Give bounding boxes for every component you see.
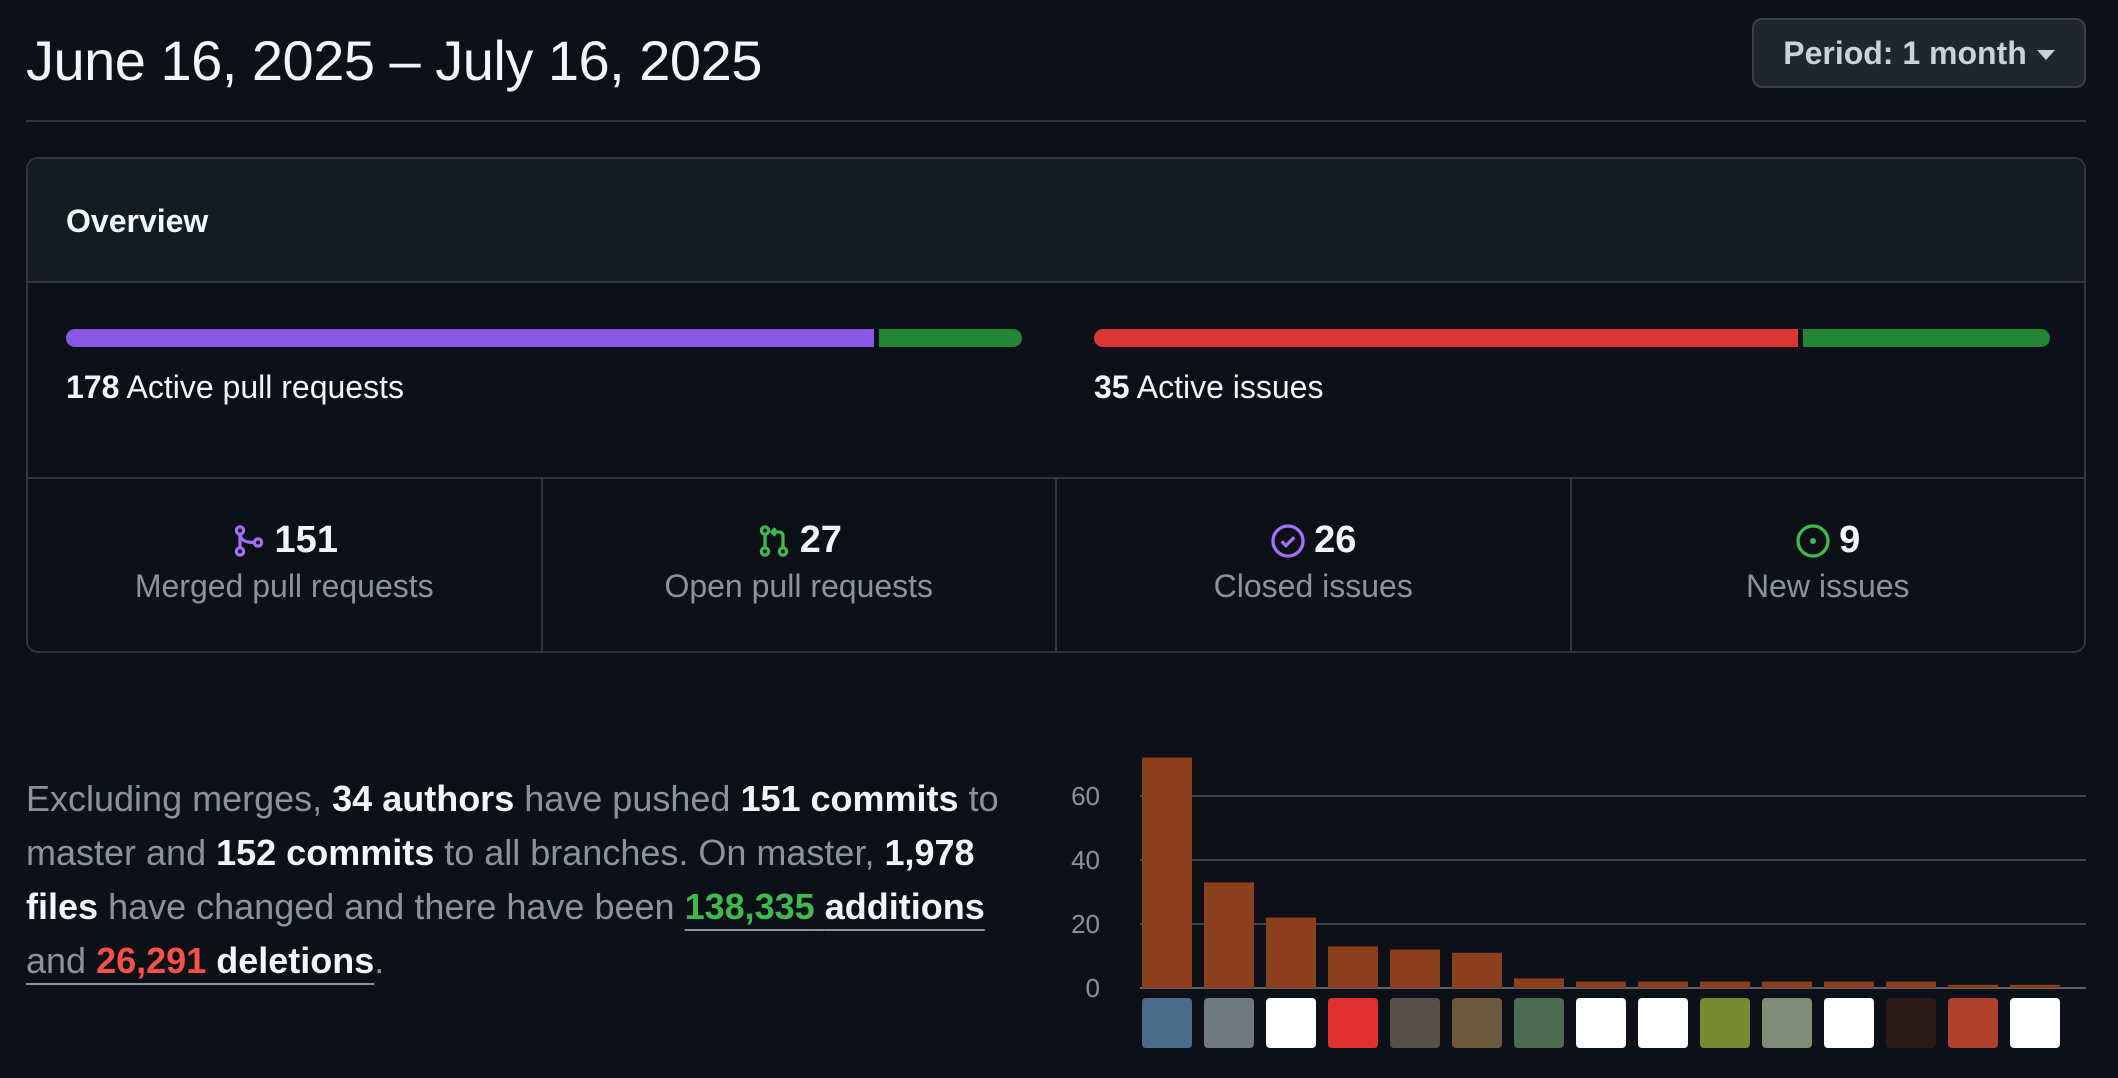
stat-label: New issues	[1745, 568, 1910, 604]
active-pull-requests-text: Active pull requests	[126, 369, 404, 405]
avatar-8[interactable]	[1576, 998, 1626, 1048]
overview-stats: 151 Merged pull requests 27 Open pull re…	[28, 479, 2085, 651]
avatar-10[interactable]	[1700, 998, 1750, 1048]
pull-requests-progress	[66, 329, 1022, 347]
avatar-11[interactable]	[1762, 998, 1812, 1048]
y-tick-label: 40	[1071, 845, 1100, 875]
avatar-9[interactable]	[1638, 998, 1688, 1048]
avatar-4[interactable]	[1328, 998, 1378, 1048]
new-segment	[1802, 329, 2050, 347]
summary-text: and	[26, 940, 87, 981]
additions-word: additions	[824, 886, 985, 927]
avatar-15[interactable]	[2010, 998, 2060, 1048]
commits-master-count: 151 commits	[740, 778, 959, 819]
commit-bar[interactable]	[2010, 984, 2060, 988]
stat-new-issues[interactable]: 9 New issues	[1572, 479, 2085, 651]
additions-link[interactable]: 138,335 additions	[685, 886, 985, 927]
stat-value: 9	[1839, 519, 1861, 561]
stat-open-pull-requests[interactable]: 27 Open pull requests	[543, 479, 1057, 651]
active-issues-label: 35 Active issues	[1094, 369, 2050, 406]
y-tick-label: 20	[1071, 909, 1100, 939]
stat-value: 27	[799, 519, 842, 561]
avatar-14[interactable]	[1948, 998, 1998, 1048]
stat-label: Closed issues	[1213, 568, 1413, 604]
commit-bar[interactable]	[1266, 917, 1316, 988]
stat-closed-issues[interactable]: 26 Closed issues	[1057, 479, 1572, 651]
avatar-2[interactable]	[1204, 998, 1254, 1048]
stat-label: Merged pull requests	[134, 568, 434, 604]
active-issues-text: Active issues	[1136, 369, 1324, 405]
authors-count: 34 authors	[332, 778, 515, 819]
avatar-13[interactable]	[1886, 998, 1936, 1048]
commit-bar[interactable]	[1700, 981, 1750, 988]
commits-bar-chart: 0 20 40 60	[1071, 757, 2086, 1003]
additions-count: 138,335	[684, 886, 815, 927]
commits-all-count: 152 commits	[216, 832, 435, 873]
avatar-12[interactable]	[1824, 998, 1874, 1048]
summary-text: .	[374, 940, 385, 981]
deletions-link[interactable]: and 26,291 deletions	[26, 940, 374, 981]
avatar-5[interactable]	[1390, 998, 1440, 1048]
pull-request-icon	[759, 524, 788, 557]
summary-text: to master and	[26, 778, 999, 873]
issues-summary[interactable]: 35 Active issues	[1094, 329, 2050, 406]
period-label: Period: 1 month	[1783, 34, 2027, 71]
avatar-7[interactable]	[1514, 998, 1564, 1048]
avatar-1[interactable]	[1142, 998, 1192, 1048]
page-header: June 16, 2025 – July 16, 2025 Period: 1 …	[26, 18, 2086, 122]
open-segment	[879, 329, 1022, 347]
commit-bar[interactable]	[1514, 978, 1564, 988]
stat-value: 26	[1314, 519, 1357, 561]
commit-bar[interactable]	[1576, 981, 1626, 988]
commit-bar[interactable]	[1824, 981, 1874, 988]
period-select-button[interactable]: Period: 1 month	[1752, 18, 2086, 88]
issue-opened-icon	[1796, 523, 1830, 558]
summary-text: have pushed	[524, 778, 731, 819]
commit-summary: Excluding merges, 34 authors have pushed…	[26, 772, 1036, 988]
commit-bar[interactable]	[1328, 946, 1378, 988]
commit-bar[interactable]	[1142, 757, 1192, 988]
overview-title: Overview	[66, 203, 209, 239]
commit-bar[interactable]	[1886, 981, 1936, 988]
stat-merged-pull-requests[interactable]: 151 Merged pull requests	[28, 479, 543, 651]
commit-bar[interactable]	[1948, 984, 1998, 988]
active-issues-count: 35	[1094, 369, 1130, 405]
commit-bar[interactable]	[1390, 949, 1440, 988]
summary-text: have changed and there have been	[108, 886, 675, 927]
overview-header: Overview	[28, 159, 2084, 283]
pull-requests-summary[interactable]: 178 Active pull requests	[66, 329, 1022, 406]
summary-text: to all branches. On master,	[444, 832, 875, 873]
stat-value: 151	[274, 519, 338, 561]
date-range-title: June 16, 2025 – July 16, 2025	[26, 29, 762, 92]
commit-bar[interactable]	[1762, 981, 1812, 988]
merge-icon	[234, 524, 263, 557]
avatar-6[interactable]	[1452, 998, 1502, 1048]
y-tick-label: 60	[1071, 781, 1100, 811]
overview-bars: 178 Active pull requests 35 Active issue…	[28, 283, 2084, 479]
deletions-count: 26,291	[96, 940, 207, 981]
summary-text: Excluding merges,	[26, 778, 323, 819]
y-tick-label: 0	[1086, 973, 1100, 1003]
closed-segment	[1094, 329, 1798, 347]
avatar-3[interactable]	[1266, 998, 1316, 1048]
active-pull-requests-count: 178	[66, 369, 120, 405]
check-circle-icon	[1271, 523, 1305, 558]
chevron-down-icon	[2036, 50, 2055, 60]
stat-label: Open pull requests	[664, 568, 934, 604]
commit-bar[interactable]	[1452, 952, 1502, 988]
overview-panel: Overview 178 Active pull requests 35 Act…	[26, 157, 2086, 653]
commit-bar[interactable]	[1204, 882, 1254, 988]
issues-progress	[1094, 329, 2050, 347]
merged-segment	[66, 329, 875, 347]
deletions-word: deletions	[216, 940, 375, 981]
files-changed-count: 1,978 files	[26, 832, 975, 927]
active-pull-requests-label: 178 Active pull requests	[66, 369, 1022, 406]
commit-bar[interactable]	[1638, 981, 1688, 988]
